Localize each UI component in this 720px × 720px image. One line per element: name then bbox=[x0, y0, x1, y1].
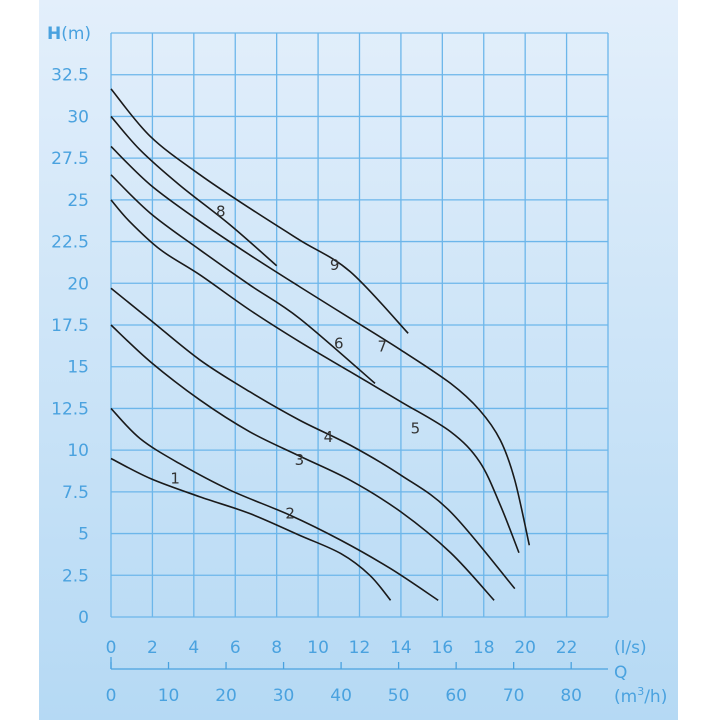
x-tick-label: 22 bbox=[556, 638, 578, 658]
curve-5 bbox=[110, 199, 520, 554]
x2-tick-label: 30 bbox=[273, 686, 295, 706]
curve-label-4: 4 bbox=[324, 428, 334, 446]
curves: 1 2 3 4 5 6 7 8 9 bbox=[110, 88, 531, 601]
x-tick-label: 10 bbox=[307, 638, 329, 658]
x2-tick-label: 0 bbox=[106, 686, 117, 706]
x-tick-label: 12 bbox=[349, 638, 371, 658]
y-tick-label: 17.5 bbox=[51, 316, 89, 336]
y-tick-label: 15 bbox=[67, 358, 89, 378]
y-axis-label: H(m) bbox=[47, 24, 91, 44]
chart-background bbox=[39, 0, 678, 720]
x2-tick-label: 60 bbox=[445, 686, 467, 706]
curve-8 bbox=[110, 115, 278, 267]
x-axis-label-q: Q bbox=[614, 663, 627, 683]
curve-4 bbox=[110, 287, 516, 590]
x-tick-label: 18 bbox=[473, 638, 495, 658]
x-tick-label: 0 bbox=[106, 638, 117, 658]
x2-tick-label: 70 bbox=[503, 686, 525, 706]
x2-tick-label: 40 bbox=[330, 686, 352, 706]
y-tick-label: 2.5 bbox=[62, 566, 89, 586]
y-tick-label: 5 bbox=[78, 525, 89, 545]
x-tick-label: 4 bbox=[188, 638, 199, 658]
y-tick-label: 32.5 bbox=[51, 66, 89, 86]
x-tick-label: 16 bbox=[432, 638, 454, 658]
y-tick-label: 20 bbox=[67, 274, 89, 294]
curve-label-7: 7 bbox=[378, 338, 388, 356]
x-axis-unit-m3h: (m3/h) bbox=[614, 685, 667, 707]
curve-9 bbox=[110, 88, 409, 334]
y-tick-label: 0 bbox=[78, 608, 89, 628]
curve-label-9: 9 bbox=[330, 256, 340, 274]
x-tick-label: 6 bbox=[230, 638, 241, 658]
y-tick-label: 10 bbox=[67, 441, 89, 461]
y-tick-label: 22.5 bbox=[51, 233, 89, 253]
y-tick-label: 30 bbox=[67, 107, 89, 127]
y-tick-label: 12.5 bbox=[51, 399, 89, 419]
curve-label-1: 1 bbox=[170, 470, 180, 488]
grid bbox=[110, 32, 609, 618]
curve-2 bbox=[110, 407, 439, 601]
curve-label-3: 3 bbox=[295, 451, 305, 469]
curve-label-5: 5 bbox=[411, 419, 421, 437]
x2-tick-label: 10 bbox=[158, 686, 180, 706]
x-tick-label: 2 bbox=[147, 638, 158, 658]
curve-label-2: 2 bbox=[285, 505, 295, 523]
curve-7 bbox=[110, 145, 531, 546]
y-tick-label: 7.5 bbox=[62, 483, 89, 503]
y-tick-label: 27.5 bbox=[51, 149, 89, 169]
curve-1 bbox=[110, 457, 392, 601]
curve-label-6: 6 bbox=[334, 334, 344, 352]
curve-3 bbox=[110, 324, 495, 601]
x-tick-label: 14 bbox=[390, 638, 412, 658]
x-axis-unit-ls: (l/s) bbox=[614, 638, 647, 658]
y-tick-label: 25 bbox=[67, 191, 89, 211]
curve-6 bbox=[110, 174, 376, 385]
x-tick-label: 20 bbox=[514, 638, 536, 658]
x2-tick-label: 50 bbox=[388, 686, 410, 706]
x-tick-label: 8 bbox=[271, 638, 282, 658]
x2-tick-label: 80 bbox=[560, 686, 582, 706]
curve-label-8: 8 bbox=[216, 203, 226, 221]
x2-tick-label: 20 bbox=[215, 686, 237, 706]
